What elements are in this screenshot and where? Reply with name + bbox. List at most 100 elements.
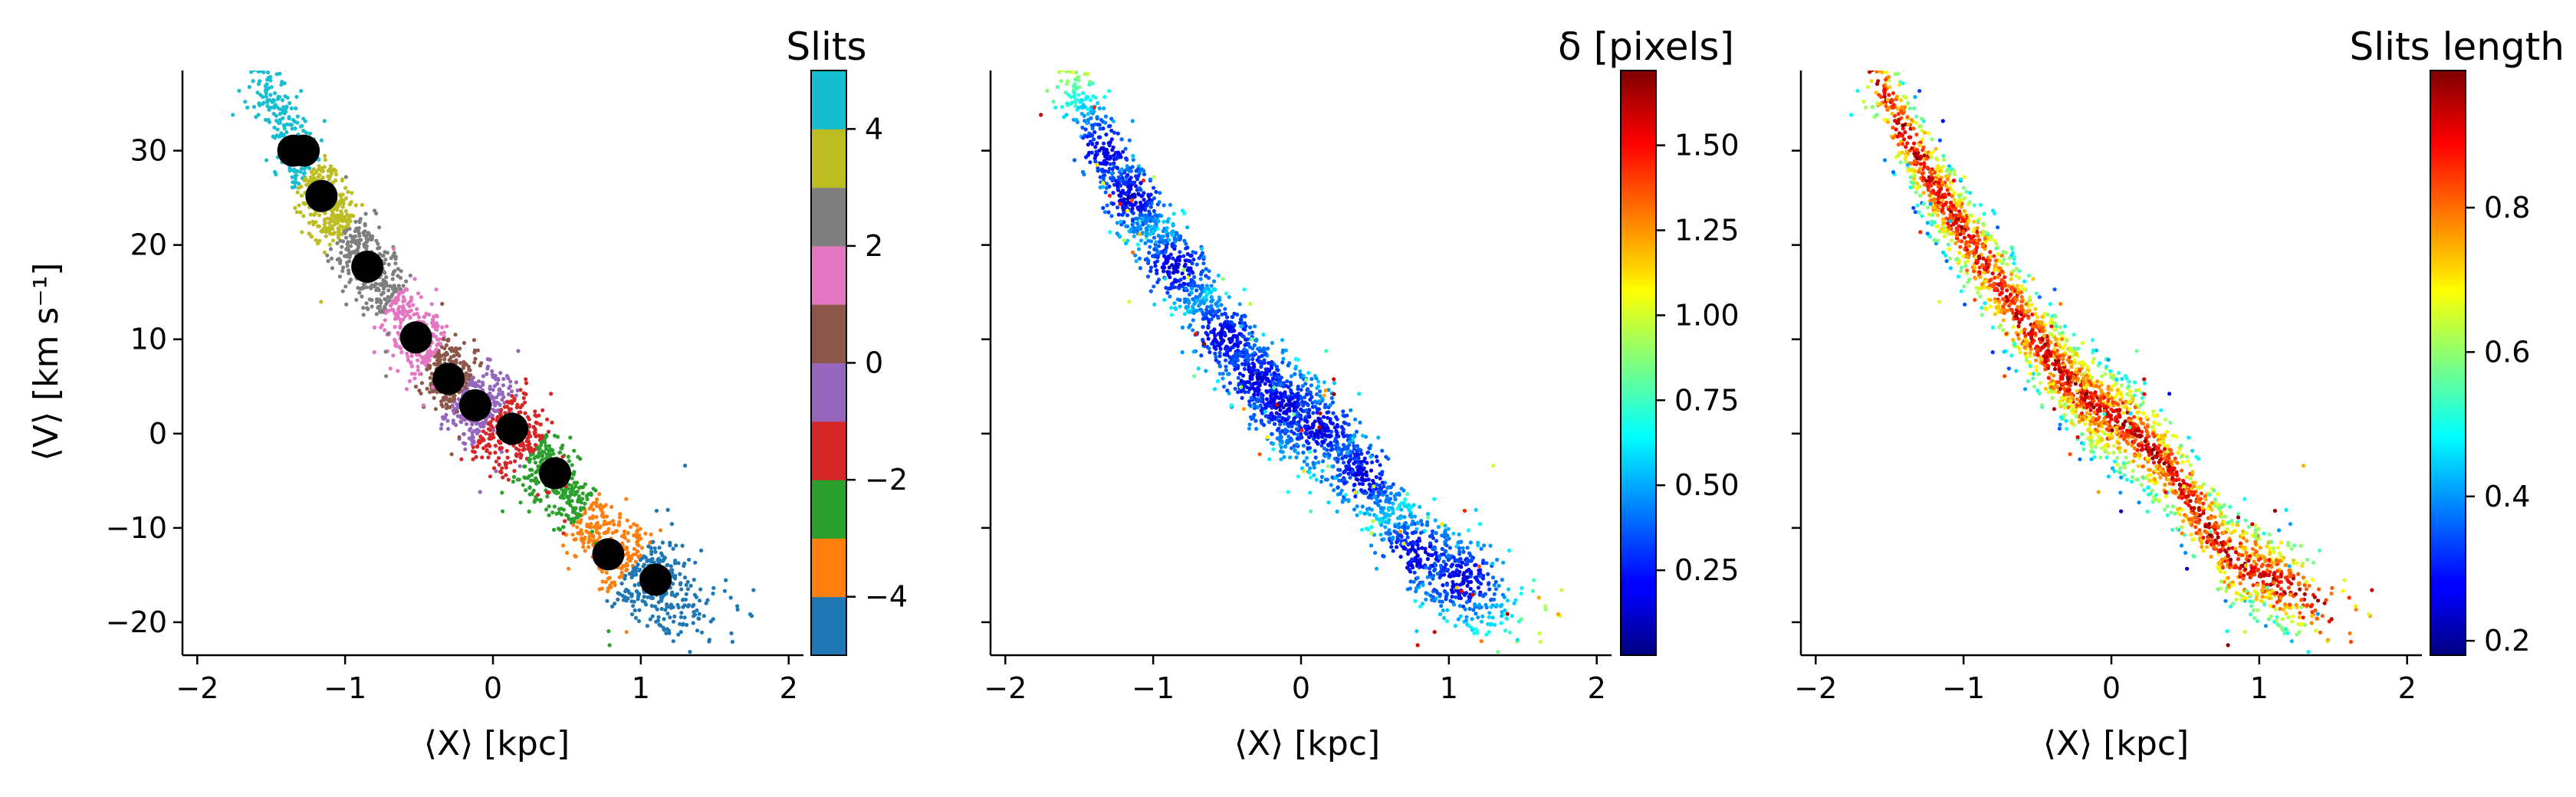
scatter-point	[692, 602, 696, 607]
scatter-point	[1304, 456, 1309, 461]
scatter-point	[1254, 427, 1259, 431]
scatter-point	[616, 591, 620, 595]
scatter-point	[268, 93, 273, 97]
scatter-point	[1194, 298, 1199, 303]
scatter-point	[521, 483, 525, 487]
scatter-point	[1281, 405, 1286, 410]
scatter-point	[595, 497, 600, 502]
scatter-point	[1362, 456, 1367, 461]
scatter-point	[1182, 275, 1187, 280]
scatter-point	[1446, 558, 1451, 562]
scatter-point	[1418, 604, 1423, 609]
scatter-point	[1318, 394, 1322, 398]
scatter-point	[1376, 503, 1381, 507]
scatter-point	[1141, 216, 1145, 221]
scatter-point	[270, 57, 274, 61]
scatter-point	[429, 351, 434, 356]
scatter-point	[512, 468, 517, 474]
scatter-point	[416, 291, 421, 296]
scatter-point	[462, 359, 466, 364]
scatter-point	[1398, 503, 1402, 507]
slit-center-marker	[399, 321, 432, 354]
scatter-point	[1070, 61, 1074, 64]
scatter-point	[557, 451, 562, 455]
scatter-point	[633, 615, 639, 621]
scatter-point	[1301, 444, 1306, 448]
scatter-point	[1378, 476, 1382, 480]
scatter-point	[426, 355, 430, 359]
x-tick-label: −2	[176, 671, 219, 705]
scatter-point	[1180, 325, 1185, 330]
scatter-point	[1461, 604, 1466, 609]
scatter-point	[439, 426, 444, 431]
scatter-point	[336, 233, 340, 238]
scatter-point	[1206, 324, 1211, 329]
scatter-point	[601, 514, 606, 520]
scatter-point	[672, 614, 677, 619]
scatter-point	[1309, 376, 1314, 382]
scatter-point	[669, 568, 673, 573]
scatter-point	[561, 525, 566, 530]
scatter-point	[406, 355, 410, 359]
scatter-point	[583, 510, 587, 516]
scatter-point	[472, 360, 477, 365]
scatter-point	[433, 326, 438, 331]
scatter-point	[1149, 198, 1154, 203]
scatter-point	[340, 244, 344, 249]
scatter-point	[1106, 169, 1111, 174]
scatter-point	[1239, 389, 1244, 394]
scatter-point	[1309, 509, 1313, 513]
scatter-point	[1391, 482, 1395, 487]
scatter-point	[1149, 225, 1154, 229]
scatter-point	[1236, 348, 1240, 353]
scatter-point	[1189, 254, 1194, 258]
scatter-point	[265, 103, 270, 109]
scatter-point	[603, 503, 608, 507]
scatter-point	[1454, 595, 1458, 599]
scatter-point	[508, 384, 513, 389]
scatter-point	[1247, 422, 1252, 427]
scatter-point	[262, 61, 266, 64]
scatter-point	[1484, 561, 1489, 566]
scatter-point	[303, 202, 307, 206]
scatter-point	[606, 526, 611, 532]
scatter-point	[568, 435, 573, 440]
scatter-point	[669, 592, 674, 597]
scatter-point	[1212, 327, 1217, 332]
scatter-point	[1105, 203, 1109, 208]
scatter-point	[566, 513, 570, 519]
scatter-point	[1207, 269, 1211, 274]
scatter-point	[232, 43, 236, 47]
scatter-point	[664, 631, 669, 635]
scatter-point	[608, 583, 613, 588]
scatter-point	[1473, 602, 1477, 607]
scatter-point	[1093, 95, 1098, 100]
scatter-point	[1460, 560, 1464, 565]
scatter-point	[1398, 533, 1402, 537]
colorbar-tick-label: 2	[865, 229, 883, 263]
scatter-point	[1279, 435, 1283, 440]
scatter-point	[1073, 77, 1078, 82]
scatter-point	[463, 441, 468, 446]
scatter-point	[559, 512, 564, 517]
scatter-point	[493, 444, 498, 448]
scatter-point	[552, 433, 557, 438]
scatter-point	[1194, 288, 1199, 293]
scatter-point	[435, 314, 439, 319]
scatter-point	[462, 431, 466, 436]
scatter-point	[590, 530, 595, 534]
scatter-point	[1274, 411, 1279, 415]
scatter-point	[1267, 361, 1271, 366]
scatter-point	[1411, 530, 1415, 536]
scatter-point	[1108, 140, 1112, 145]
scatter-point	[575, 525, 580, 530]
scatter-point	[689, 696, 693, 700]
scatter-point	[623, 536, 628, 540]
scatter-point	[704, 601, 708, 605]
scatter-point	[1298, 369, 1303, 373]
scatter-point	[438, 342, 443, 346]
scatter-point	[311, 172, 316, 177]
scatter-point	[665, 507, 670, 513]
scatter-point	[676, 561, 681, 566]
scatter-point	[356, 229, 361, 234]
